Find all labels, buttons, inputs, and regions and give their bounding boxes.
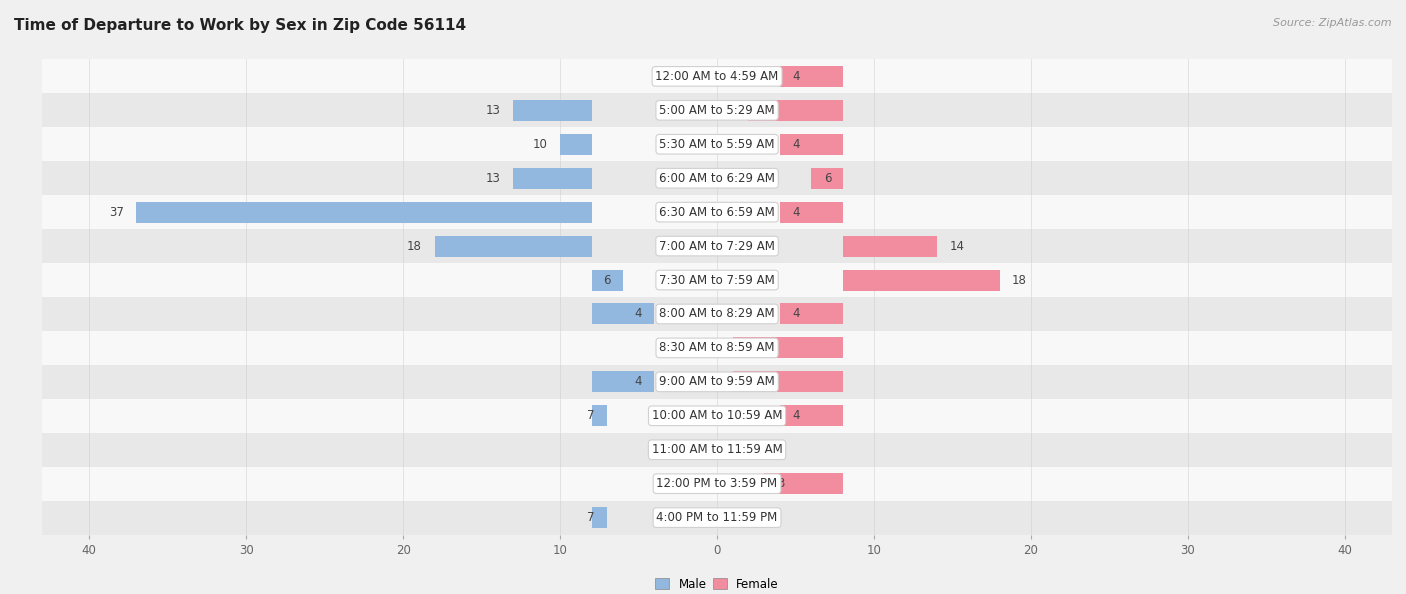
Text: 14: 14 xyxy=(949,239,965,252)
Bar xyxy=(11,501,1406,535)
Text: 4: 4 xyxy=(634,375,641,388)
Text: 6:30 AM to 6:59 AM: 6:30 AM to 6:59 AM xyxy=(659,206,775,219)
Text: 7: 7 xyxy=(588,511,595,524)
Bar xyxy=(11,93,1406,127)
Text: 4: 4 xyxy=(793,206,800,219)
Text: 0: 0 xyxy=(730,443,737,456)
Text: 37: 37 xyxy=(108,206,124,219)
Text: 4: 4 xyxy=(793,409,800,422)
Bar xyxy=(11,297,1406,331)
Bar xyxy=(780,201,842,223)
Bar xyxy=(592,304,654,324)
Bar xyxy=(842,270,1000,290)
Text: Source: ZipAtlas.com: Source: ZipAtlas.com xyxy=(1274,18,1392,28)
Bar xyxy=(11,263,1406,297)
Text: 0: 0 xyxy=(697,443,704,456)
Text: 12:00 AM to 4:59 AM: 12:00 AM to 4:59 AM xyxy=(655,70,779,83)
Text: 18: 18 xyxy=(408,239,422,252)
Text: 1: 1 xyxy=(745,342,752,355)
Bar xyxy=(11,195,1406,229)
Text: 6: 6 xyxy=(824,172,831,185)
Text: 8:00 AM to 8:29 AM: 8:00 AM to 8:29 AM xyxy=(659,308,775,321)
Text: 13: 13 xyxy=(485,172,501,185)
Text: 5:30 AM to 5:59 AM: 5:30 AM to 5:59 AM xyxy=(659,138,775,151)
Text: 4:00 PM to 11:59 PM: 4:00 PM to 11:59 PM xyxy=(657,511,778,524)
Text: 7:30 AM to 7:59 AM: 7:30 AM to 7:59 AM xyxy=(659,273,775,286)
Bar xyxy=(513,168,592,189)
Bar xyxy=(592,405,607,426)
Bar xyxy=(780,405,842,426)
Text: 4: 4 xyxy=(793,138,800,151)
Text: 11:00 AM to 11:59 AM: 11:00 AM to 11:59 AM xyxy=(652,443,782,456)
Bar xyxy=(763,473,842,494)
Text: 6:00 AM to 6:29 AM: 6:00 AM to 6:29 AM xyxy=(659,172,775,185)
Bar xyxy=(811,168,842,189)
Bar xyxy=(11,331,1406,365)
Text: 4: 4 xyxy=(793,308,800,321)
Text: 7: 7 xyxy=(588,409,595,422)
Bar xyxy=(592,371,654,393)
Bar xyxy=(11,127,1406,161)
Bar xyxy=(733,371,842,393)
Bar xyxy=(780,66,842,87)
Bar xyxy=(842,236,936,257)
Bar xyxy=(513,100,592,121)
Legend: Male, Female: Male, Female xyxy=(651,573,783,594)
Text: 2: 2 xyxy=(761,104,769,117)
Text: Time of Departure to Work by Sex in Zip Code 56114: Time of Departure to Work by Sex in Zip … xyxy=(14,18,467,33)
Bar xyxy=(11,229,1406,263)
Text: 10: 10 xyxy=(533,138,547,151)
Text: 13: 13 xyxy=(485,104,501,117)
Bar xyxy=(748,100,842,121)
Text: 4: 4 xyxy=(793,70,800,83)
Text: 9:00 AM to 9:59 AM: 9:00 AM to 9:59 AM xyxy=(659,375,775,388)
Text: 0: 0 xyxy=(697,477,704,490)
Text: 8:30 AM to 8:59 AM: 8:30 AM to 8:59 AM xyxy=(659,342,775,355)
Text: 3: 3 xyxy=(776,477,785,490)
Bar xyxy=(11,433,1406,467)
Bar xyxy=(733,337,842,358)
Bar xyxy=(11,467,1406,501)
Bar xyxy=(780,304,842,324)
Text: 0: 0 xyxy=(730,511,737,524)
Text: 7:00 AM to 7:29 AM: 7:00 AM to 7:29 AM xyxy=(659,239,775,252)
Text: 18: 18 xyxy=(1012,273,1026,286)
Bar xyxy=(11,59,1406,93)
Bar xyxy=(560,134,592,155)
Bar xyxy=(592,270,623,290)
Text: 4: 4 xyxy=(634,308,641,321)
Bar xyxy=(11,161,1406,195)
Bar xyxy=(11,399,1406,433)
Bar xyxy=(136,201,592,223)
Text: 1: 1 xyxy=(745,375,752,388)
Text: 6: 6 xyxy=(603,273,610,286)
Bar xyxy=(592,507,607,528)
Text: 10:00 AM to 10:59 AM: 10:00 AM to 10:59 AM xyxy=(652,409,782,422)
Text: 12:00 PM to 3:59 PM: 12:00 PM to 3:59 PM xyxy=(657,477,778,490)
Bar xyxy=(434,236,592,257)
Text: 0: 0 xyxy=(697,342,704,355)
Bar xyxy=(780,134,842,155)
Text: 0: 0 xyxy=(697,70,704,83)
Bar xyxy=(11,365,1406,399)
Text: 5:00 AM to 5:29 AM: 5:00 AM to 5:29 AM xyxy=(659,104,775,117)
